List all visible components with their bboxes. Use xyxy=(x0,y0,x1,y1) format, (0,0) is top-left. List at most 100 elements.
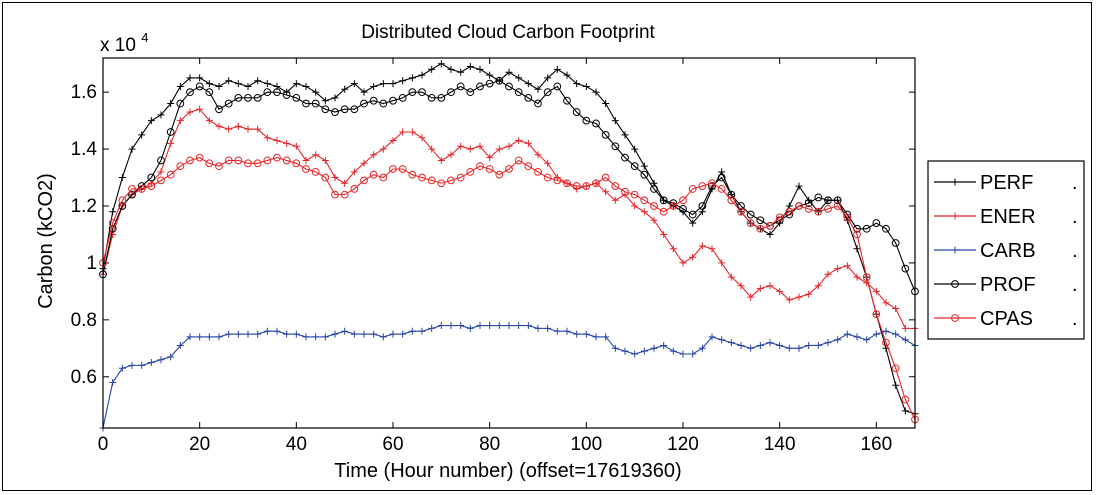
data-point-cpas xyxy=(166,170,175,179)
data-point-prof xyxy=(224,99,233,108)
data-point-cpas xyxy=(582,182,591,190)
data-point-ener xyxy=(689,253,697,261)
data-point-cpas xyxy=(901,395,910,404)
y-axis-label: Carbon (kCO2) xyxy=(35,173,57,309)
data-point-ener xyxy=(466,145,474,153)
data-point-cpas xyxy=(350,185,359,193)
legend-label-ener: ENER xyxy=(980,206,1036,228)
data-point-carb xyxy=(428,324,436,332)
data-point-perf xyxy=(234,80,242,88)
data-point-ener xyxy=(254,125,262,133)
data-point-perf xyxy=(157,111,165,119)
data-point-perf xyxy=(399,77,407,85)
data-point-carb xyxy=(834,336,842,344)
data-point-carb xyxy=(418,327,426,335)
data-point-carb xyxy=(640,347,648,355)
data-point-cpas xyxy=(650,202,658,210)
data-point-carb xyxy=(718,336,726,344)
data-point-cpas xyxy=(282,156,291,165)
axis-ticks: 0 20 40 60 80 100 120 140 160 0.6 0.8 1 1.2 1.4 1.6 xyxy=(71,58,915,455)
data-point-prof xyxy=(553,82,562,91)
data-point-carb xyxy=(747,344,755,352)
data-point-prof xyxy=(659,196,668,205)
data-point-ener xyxy=(273,137,281,145)
data-point-perf xyxy=(573,80,581,88)
data-point-cpas xyxy=(427,176,436,185)
data-point-prof xyxy=(824,196,832,205)
data-point-ener xyxy=(389,137,397,145)
data-point-prof xyxy=(166,128,175,136)
data-point-cpas xyxy=(147,182,156,190)
data-point-perf xyxy=(640,162,648,170)
data-point-ener xyxy=(447,151,455,159)
data-point-cpas xyxy=(601,173,610,182)
data-point-ener xyxy=(186,108,194,116)
data-point-cpas xyxy=(137,185,146,193)
data-point-ener xyxy=(718,259,726,267)
data-point-carb xyxy=(524,322,532,330)
series-perf xyxy=(99,60,919,418)
data-point-prof xyxy=(630,162,639,171)
data-point-carb xyxy=(350,330,358,338)
data-point-carb xyxy=(708,333,716,341)
data-point-prof xyxy=(360,99,368,108)
data-point-ener xyxy=(795,293,803,301)
data-point-prof xyxy=(369,96,378,105)
data-point-cpas xyxy=(292,159,301,168)
data-point-perf xyxy=(592,88,600,96)
data-point-prof xyxy=(862,224,871,233)
data-point-carb xyxy=(824,339,832,347)
data-point-prof xyxy=(679,204,687,213)
data-point-carb xyxy=(679,350,687,358)
data-point-cpas xyxy=(466,167,475,176)
data-point-ener xyxy=(476,142,484,150)
data-point-cpas xyxy=(476,162,484,171)
data-point-prof xyxy=(282,91,291,99)
data-point-ener xyxy=(437,156,445,164)
legend-suffix-perf: . xyxy=(1072,172,1078,194)
data-point-cpas xyxy=(128,185,136,193)
data-point-ener xyxy=(698,242,706,250)
data-point-ener xyxy=(708,245,716,253)
data-point-cpas xyxy=(514,156,523,165)
series-prof xyxy=(99,76,919,296)
data-point-cpas xyxy=(708,179,716,188)
data-point-prof xyxy=(746,210,755,219)
data-point-ener xyxy=(341,179,349,187)
x-tick-label: 40 xyxy=(286,434,307,455)
y-tick-label: 0.6 xyxy=(71,367,97,388)
data-point-cpas xyxy=(824,204,832,213)
data-point-perf xyxy=(457,68,465,76)
data-point-prof xyxy=(543,88,552,97)
data-point-carb xyxy=(196,333,204,341)
data-point-carb xyxy=(863,336,871,344)
data-point-cpas xyxy=(253,159,262,168)
data-point-carb xyxy=(244,330,252,338)
data-point-perf xyxy=(447,65,455,73)
data-point-ener xyxy=(727,273,735,281)
data-point-ener xyxy=(805,290,813,298)
data-point-perf xyxy=(901,407,909,415)
data-point-perf xyxy=(331,94,339,102)
data-point-ener xyxy=(408,128,416,136)
data-point-ener xyxy=(814,282,822,290)
data-point-cpas xyxy=(698,182,707,190)
x-tick-label: 20 xyxy=(189,434,210,455)
data-point-carb xyxy=(437,322,445,330)
data-point-cpas xyxy=(360,176,368,185)
data-point-carb xyxy=(534,324,542,332)
data-point-prof xyxy=(572,108,581,116)
data-point-ener xyxy=(370,151,378,159)
data-point-prof xyxy=(176,99,185,108)
data-point-perf xyxy=(766,230,774,238)
legend-suffix-cpas: . xyxy=(1072,308,1078,330)
data-point-cpas xyxy=(669,202,678,210)
data-point-prof xyxy=(534,99,542,108)
series-carb xyxy=(99,322,919,432)
data-point-prof xyxy=(621,153,629,162)
data-point-perf xyxy=(515,74,523,82)
data-point-ener xyxy=(428,145,436,153)
data-point-perf xyxy=(167,100,175,108)
data-point-prof xyxy=(524,93,533,102)
data-point-perf xyxy=(263,80,271,88)
